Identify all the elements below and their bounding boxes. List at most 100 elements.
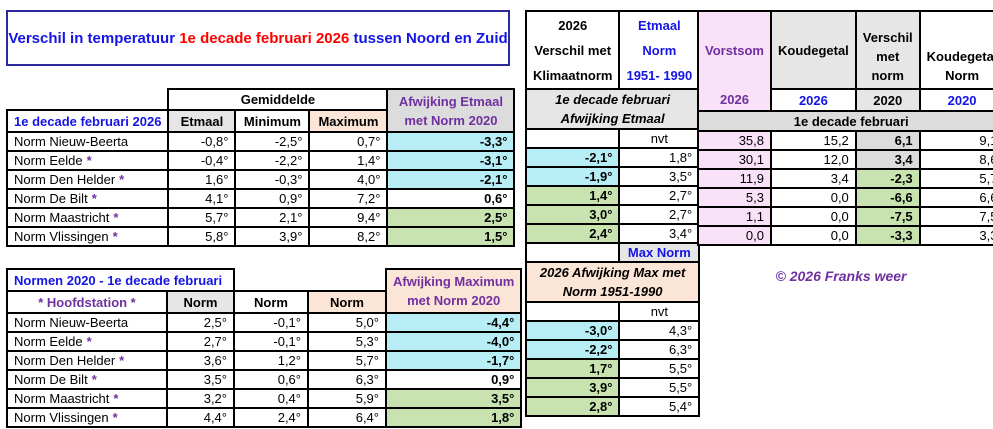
table-row: Norm Vlissingen * 4,4° 2,4° 6,4° 1,8° — [6, 407, 523, 428]
station-star: * — [86, 153, 92, 168]
vorstsom-cell: 11,9 — [697, 168, 772, 189]
header-norm-1: Norm — [166, 290, 235, 314]
value-cell: 4,1° — [167, 188, 237, 209]
header-line: Norm — [945, 68, 980, 83]
delta-cell: -3,1° — [386, 150, 516, 171]
station-name: Norm De Bilt — [14, 191, 88, 206]
header-row: 2026 Verschil met Klimaatnorm Etmaal Norm 19… — [524, 10, 701, 90]
norm-cell: 3,5° — [618, 166, 701, 187]
header-line: Verschil — [862, 30, 913, 45]
verschil-cell: -3,3 — [854, 225, 921, 246]
value-cell: -0,1° — [233, 331, 309, 352]
delta-cell — [524, 128, 621, 149]
table-row: -3,0° 4,3° — [524, 320, 701, 341]
empty-cell — [524, 242, 621, 263]
station-star: * — [119, 172, 125, 187]
value-cell: 0,6° — [233, 369, 309, 390]
norm-cell: 6,6 — [918, 187, 993, 208]
delta-cell: 0,6° — [386, 188, 516, 209]
norm-cell: 3,4° — [618, 223, 701, 244]
station-cell: Norm De Bilt * — [6, 369, 168, 390]
vorstsom-cell: 35,8 — [697, 130, 772, 151]
table-row: 1,10,0-7,57,5 — [697, 206, 993, 227]
station-cell: Norm Nieuw-Beerta — [6, 312, 168, 333]
station-name: Norm Nieuw-Beerta — [14, 134, 129, 149]
station-star: * — [112, 410, 118, 425]
value-cell: 5,9° — [307, 388, 387, 409]
station-name: Norm Vlissingen — [14, 229, 109, 244]
header-row-cols: * Hoofdstation * Norm Norm Norm — [6, 290, 521, 314]
table-row: Norm De Bilt * 3,5° 0,6° 6,3° 0,9° — [6, 369, 523, 390]
table-vorstsom-koudegetal: Vorstsom Koudegetal Verschil met norm Koud… — [696, 10, 993, 246]
delta-cell: -2,2° — [524, 339, 621, 360]
header-norm-3: Norm — [307, 290, 387, 314]
table-row: 0,00,0-3,33,3 — [697, 225, 993, 246]
delta-cell: 3,9° — [524, 377, 621, 398]
station-cell: Norm Maastricht * — [6, 388, 168, 409]
header-afwijking-maximum: Afwijking Maximum met Norm 2020 — [384, 268, 523, 314]
value-cell: -0,1° — [233, 312, 309, 333]
table-normen-2020: Normen 2020 - 1e decade februari Afwijki… — [6, 268, 523, 428]
header-etmaal: Etmaal — [167, 109, 237, 133]
subheader-row: 2026 Afwijking Max met Norm 1951-1990 — [524, 261, 701, 303]
subheader-line: 1e decade februari — [555, 92, 671, 107]
header-line: 1951- 1990 — [626, 67, 693, 83]
delta-cell: 2,8° — [524, 396, 621, 417]
delta-cell: 1,8° — [384, 407, 523, 428]
title-part-red: 1e decade februari 2026 — [179, 29, 350, 47]
subheader-afwijking-etmaal: 1e decade februari Afwijking Etmaal — [524, 88, 701, 130]
value-cell: 6,3° — [307, 369, 387, 390]
table-row: 3,0° 2,7° — [524, 204, 701, 225]
norm-cell: 3,3 — [918, 225, 993, 246]
header-etmaal-norm: Etmaal Norm 1951- 1990 — [618, 10, 701, 90]
value-cell: 0,9° — [234, 188, 311, 209]
verschil-cell: -7,5 — [854, 206, 921, 227]
station-cell: Norm Eelde * — [6, 331, 168, 352]
header-afwijking-maximum-line1: Afwijking Maximum — [393, 274, 515, 289]
station-name: Norm Nieuw-Beerta — [14, 315, 129, 330]
table-row: Norm Eelde * 2,7° -0,1° 5,3° -4,0° — [6, 331, 523, 352]
station-cell: Norm Den Helder * — [6, 350, 168, 371]
span-row: 1e decade februari — [696, 110, 993, 132]
vorstsom-cell: 5,3 — [697, 187, 772, 208]
station-name: Norm Maastricht — [14, 210, 110, 225]
value-cell: 7,2° — [308, 188, 389, 209]
station-cell: Norm De Bilt * — [5, 188, 170, 209]
header-line: Verschil met — [534, 42, 612, 58]
vorstsom-cell: 1,1 — [697, 206, 772, 227]
station-cell: Norm Vlissingen * — [6, 407, 168, 428]
year-koudegetal: 2026 — [770, 88, 857, 112]
header-koudegetal-norm: Koudegetal Norm — [918, 10, 993, 90]
header-vorstsom: Vorstsom — [697, 10, 772, 89]
header-max-norm: Max Norm — [618, 242, 701, 263]
norm-cell: 1,8° — [618, 147, 701, 168]
delta-cell: 0,9° — [384, 369, 523, 390]
value-cell: 3,6° — [166, 350, 235, 371]
norm-cell: 5,4° — [618, 396, 701, 417]
station-name: Norm Eelde — [14, 153, 83, 168]
station-cell: Norm Den Helder * — [5, 169, 170, 190]
header-verschil-met-norm: Verschil met norm — [854, 10, 921, 90]
header-hoofdstation: * Hoofdstation * — [6, 290, 168, 314]
subheader-row: 1e decade februari Afwijking Etmaal — [524, 88, 701, 130]
value-cell: 5,0° — [307, 312, 387, 333]
value-cell: 2,4° — [233, 407, 309, 428]
delta-cell: -1,7° — [384, 350, 523, 371]
header-line: Etmaal — [638, 17, 681, 33]
value-cell: 1,6° — [167, 169, 237, 190]
table-row: 30,112,03,48,6 — [697, 149, 993, 170]
koudegetal-cell: 3,4 — [770, 168, 857, 189]
table-row: -1,9° 3,5° — [524, 166, 701, 187]
norm-cell: 2,7° — [618, 185, 701, 206]
value-cell: 5,8° — [167, 226, 237, 247]
table-row: Norm Eelde * -0,4° -2,2° 1,4° -3,1° — [5, 150, 516, 171]
delta-cell: 2,4° — [524, 223, 621, 244]
norm-cell: 7,5 — [918, 206, 993, 227]
subheader-line: 2026 Afwijking Max met — [539, 265, 686, 280]
title-banner: Verschil in temperatuur 1e decade februa… — [6, 10, 510, 66]
station-cell: Norm Nieuw-Beerta — [5, 131, 170, 152]
table-row: 2,4° 3,4° — [524, 223, 701, 244]
station-name: Norm Maastricht — [14, 391, 110, 406]
table-row: 11,93,4-2,35,7 — [697, 168, 993, 189]
